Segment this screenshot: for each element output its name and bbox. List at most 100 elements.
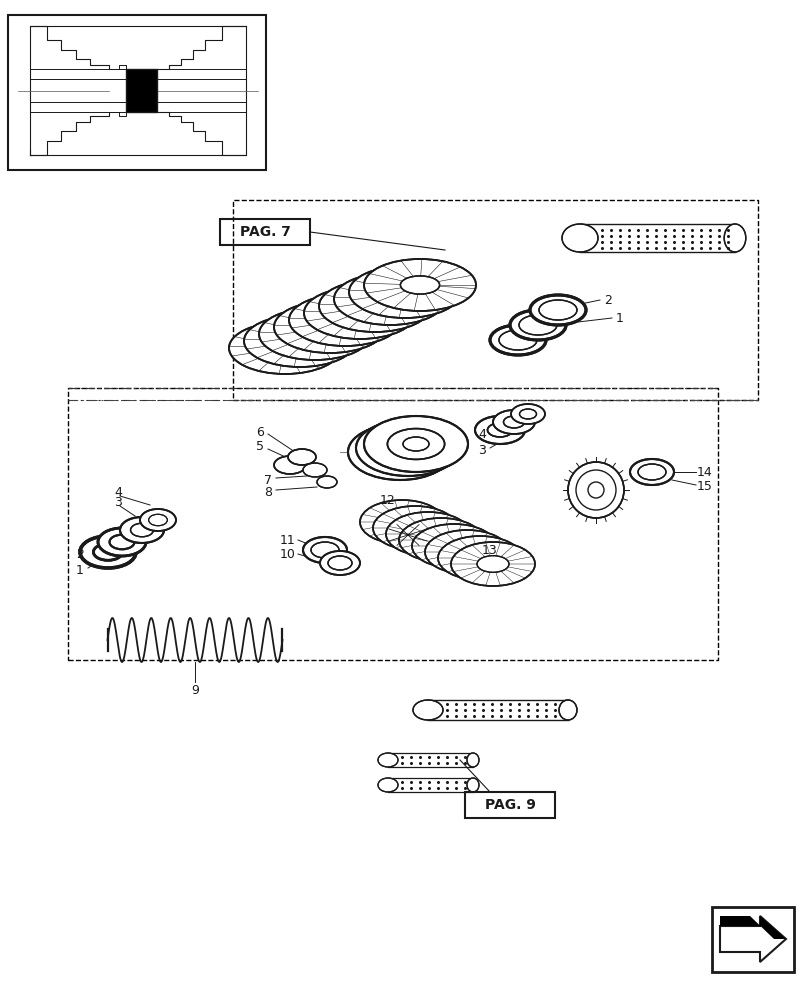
Ellipse shape bbox=[450, 542, 534, 586]
Ellipse shape bbox=[303, 463, 327, 477]
Ellipse shape bbox=[411, 526, 444, 542]
Text: 8: 8 bbox=[264, 486, 272, 498]
Ellipse shape bbox=[363, 259, 475, 311]
Ellipse shape bbox=[280, 332, 320, 350]
Text: 5: 5 bbox=[255, 440, 264, 454]
Ellipse shape bbox=[561, 224, 597, 252]
Text: 1: 1 bbox=[76, 564, 84, 576]
Text: 2: 2 bbox=[603, 294, 611, 306]
Text: 13: 13 bbox=[482, 544, 497, 556]
Ellipse shape bbox=[723, 224, 744, 252]
Ellipse shape bbox=[387, 429, 444, 459]
Ellipse shape bbox=[519, 409, 536, 419]
Bar bbox=[8, 15, 266, 170]
Ellipse shape bbox=[340, 304, 379, 322]
Ellipse shape bbox=[120, 517, 164, 543]
Ellipse shape bbox=[398, 520, 431, 536]
Ellipse shape bbox=[148, 514, 167, 526]
Ellipse shape bbox=[303, 537, 346, 563]
Bar bbox=[465, 792, 554, 818]
Bar bbox=[126, 69, 157, 112]
Ellipse shape bbox=[637, 464, 665, 480]
Text: 4: 4 bbox=[114, 486, 122, 498]
Ellipse shape bbox=[509, 310, 565, 340]
Ellipse shape bbox=[424, 532, 457, 548]
Ellipse shape bbox=[510, 404, 544, 424]
Bar bbox=[711, 907, 793, 972]
Text: 12: 12 bbox=[380, 493, 396, 506]
Circle shape bbox=[568, 462, 623, 518]
Ellipse shape bbox=[402, 437, 428, 451]
Ellipse shape bbox=[385, 512, 470, 556]
Ellipse shape bbox=[437, 536, 521, 580]
Ellipse shape bbox=[539, 300, 577, 320]
Ellipse shape bbox=[530, 295, 586, 325]
Ellipse shape bbox=[295, 325, 334, 343]
Ellipse shape bbox=[328, 556, 351, 570]
Ellipse shape bbox=[413, 700, 443, 720]
Ellipse shape bbox=[229, 322, 341, 374]
Ellipse shape bbox=[371, 437, 428, 467]
Ellipse shape bbox=[349, 266, 461, 318]
Ellipse shape bbox=[325, 311, 364, 329]
Text: 1: 1 bbox=[616, 312, 623, 324]
Ellipse shape bbox=[333, 273, 445, 325]
Ellipse shape bbox=[319, 280, 431, 332]
Ellipse shape bbox=[385, 514, 418, 530]
Text: 14: 14 bbox=[697, 466, 712, 479]
Ellipse shape bbox=[437, 538, 470, 554]
Ellipse shape bbox=[348, 424, 452, 480]
Ellipse shape bbox=[355, 297, 394, 315]
Ellipse shape bbox=[387, 445, 413, 459]
Ellipse shape bbox=[398, 518, 483, 562]
Ellipse shape bbox=[243, 315, 355, 367]
Text: 7: 7 bbox=[264, 474, 272, 487]
Ellipse shape bbox=[289, 294, 401, 346]
Ellipse shape bbox=[466, 778, 478, 792]
Ellipse shape bbox=[80, 536, 135, 568]
Text: 6: 6 bbox=[255, 426, 264, 438]
Text: PAG. 9: PAG. 9 bbox=[484, 798, 534, 812]
Ellipse shape bbox=[378, 753, 397, 767]
Ellipse shape bbox=[109, 535, 135, 549]
Ellipse shape bbox=[93, 544, 122, 560]
Polygon shape bbox=[719, 916, 785, 962]
Ellipse shape bbox=[487, 423, 512, 437]
Ellipse shape bbox=[98, 528, 146, 556]
Ellipse shape bbox=[629, 459, 673, 485]
Ellipse shape bbox=[273, 456, 306, 474]
Text: 3: 3 bbox=[478, 444, 485, 456]
Ellipse shape bbox=[372, 506, 457, 550]
Ellipse shape bbox=[273, 301, 385, 353]
Ellipse shape bbox=[370, 290, 409, 308]
Ellipse shape bbox=[518, 315, 556, 335]
Ellipse shape bbox=[316, 476, 337, 488]
Ellipse shape bbox=[303, 287, 415, 339]
Ellipse shape bbox=[394, 441, 420, 455]
Ellipse shape bbox=[288, 449, 315, 465]
Ellipse shape bbox=[378, 778, 397, 792]
Bar bbox=[220, 219, 310, 245]
Text: 3: 3 bbox=[114, 495, 122, 508]
Ellipse shape bbox=[476, 556, 508, 572]
Text: PAG. 7: PAG. 7 bbox=[239, 225, 290, 239]
Ellipse shape bbox=[558, 700, 577, 720]
Ellipse shape bbox=[466, 753, 478, 767]
Ellipse shape bbox=[379, 433, 436, 463]
Ellipse shape bbox=[310, 318, 350, 336]
Ellipse shape bbox=[320, 551, 359, 575]
Text: 2: 2 bbox=[76, 548, 84, 562]
Ellipse shape bbox=[474, 416, 525, 444]
Text: 11: 11 bbox=[280, 534, 295, 546]
Polygon shape bbox=[719, 916, 785, 939]
Ellipse shape bbox=[463, 550, 496, 566]
Ellipse shape bbox=[359, 500, 444, 544]
Ellipse shape bbox=[400, 276, 439, 294]
Ellipse shape bbox=[385, 283, 424, 301]
Ellipse shape bbox=[492, 410, 534, 434]
Ellipse shape bbox=[411, 524, 496, 568]
Ellipse shape bbox=[503, 416, 524, 428]
Ellipse shape bbox=[499, 330, 536, 350]
Ellipse shape bbox=[355, 420, 460, 476]
Ellipse shape bbox=[259, 308, 371, 360]
